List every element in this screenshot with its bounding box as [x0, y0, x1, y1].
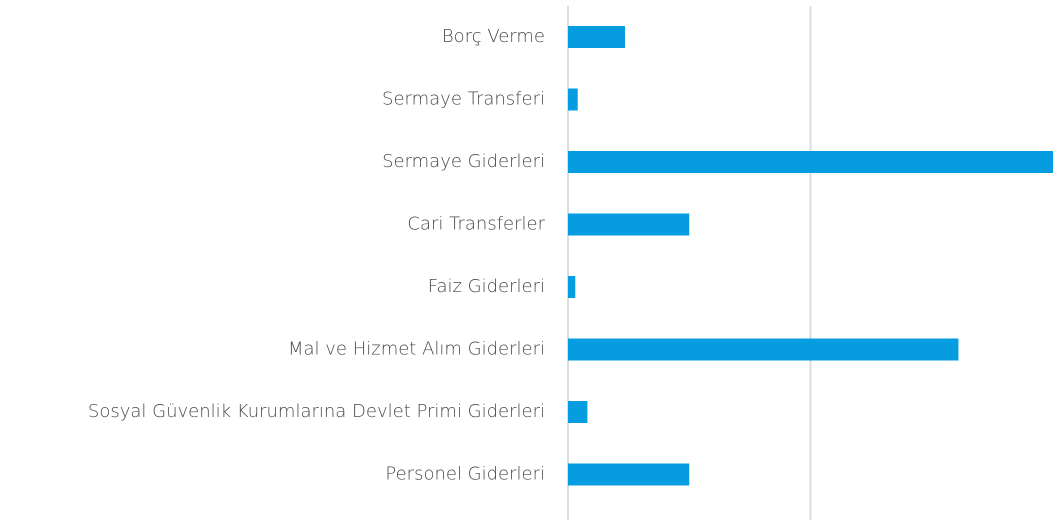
- y-tick-label: Sosyal Güvenlik Kurumlarına Devlet Primi…: [88, 401, 545, 422]
- y-tick-label: Borç Verme: [442, 26, 545, 47]
- y-tick-label: Faiz Giderleri: [428, 276, 545, 297]
- bar: [568, 276, 576, 298]
- bar: [568, 213, 690, 236]
- bar: [568, 463, 690, 486]
- bar: [568, 26, 625, 48]
- y-tick-label: Personel Giderleri: [385, 464, 545, 485]
- y-tick-label: Mal ve Hizmet Alım Giderleri: [288, 339, 545, 360]
- y-tick-label: Sermaye Transferi: [382, 89, 545, 110]
- bar: [568, 401, 588, 423]
- bar: [568, 151, 1053, 173]
- y-tick-label: Sermaye Giderleri: [382, 151, 545, 172]
- bar: [568, 338, 959, 361]
- bar: [568, 88, 578, 111]
- y-tick-label: Cari Transferler: [407, 214, 545, 235]
